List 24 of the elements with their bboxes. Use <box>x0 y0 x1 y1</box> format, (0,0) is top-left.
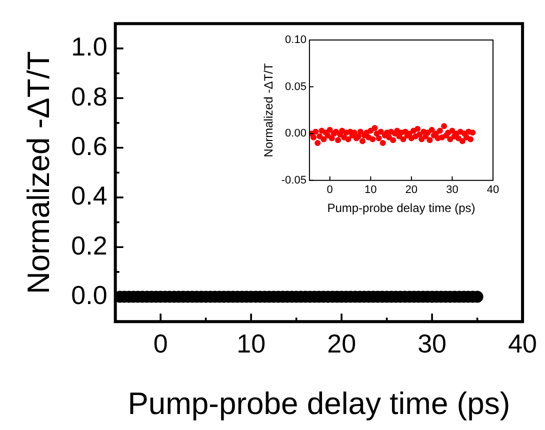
x-tick-label: 0 <box>153 328 168 358</box>
y-tick-label: 0.00 <box>285 128 306 140</box>
y-tick-label: -0.05 <box>281 174 306 186</box>
x-axis-title: Pump-probe delay time (ps) <box>327 201 476 216</box>
y-tick-label: 0.0 <box>71 280 108 310</box>
x-tick-label: 40 <box>508 328 537 358</box>
y-axis-title: Normalized -ΔT/T <box>21 51 56 294</box>
x-tick-label: 30 <box>418 328 447 358</box>
y-tick-label: 0.2 <box>71 230 108 260</box>
y-tick-label: 0.05 <box>285 80 306 93</box>
x-tick-label: 20 <box>327 328 356 358</box>
x-axis-title: Pump-probe delay time (ps) <box>128 386 510 421</box>
x-tick-label: 0 <box>326 184 333 196</box>
y-tick-label: 1.0 <box>71 32 108 62</box>
x-tick-label: 20 <box>405 184 418 196</box>
x-tick-label: 30 <box>446 184 458 196</box>
x-tick-label: 10 <box>364 184 377 196</box>
x-tick-label: 40 <box>486 184 500 196</box>
y-tick-label: 0.6 <box>71 130 108 161</box>
y-axis-title: Normalized -ΔT/T <box>262 62 276 158</box>
x-tick-label: 10 <box>236 328 266 358</box>
y-tick-label: 0.10 <box>285 34 306 46</box>
y-tick-label: 0.8 <box>71 81 108 112</box>
y-tick-label: 0.4 <box>71 180 108 211</box>
